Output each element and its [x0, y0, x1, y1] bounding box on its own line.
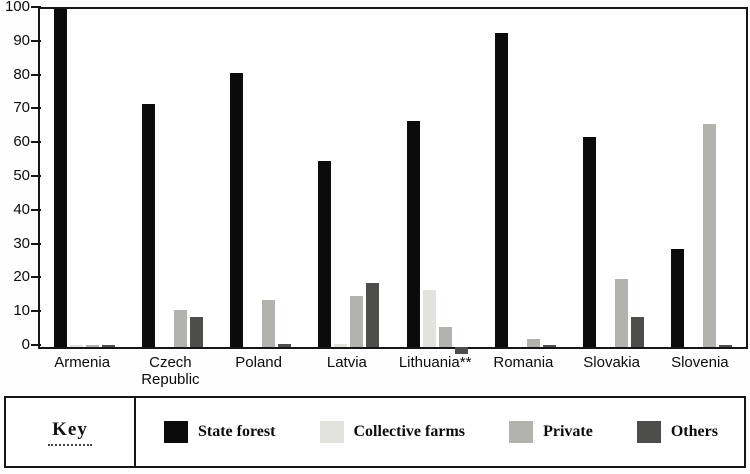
- bar-group-latvia: [305, 9, 393, 347]
- y-tick-label: 0: [21, 336, 30, 353]
- y-tick-label: 40: [13, 200, 30, 218]
- bar-others: [542, 345, 556, 347]
- legend-item-private: Private: [509, 421, 593, 443]
- bar-group-romania: [481, 9, 569, 347]
- bar-state-forest: [583, 137, 597, 347]
- bar-others: [631, 316, 645, 347]
- y-tick-mark: [31, 39, 41, 42]
- bar-state-forest: [406, 120, 420, 347]
- y-tick-mark: [31, 208, 41, 211]
- bar-state-forest: [318, 161, 332, 347]
- bar-state-forest: [141, 103, 155, 347]
- bar-collective-farms: [422, 289, 436, 347]
- bar-others: [189, 316, 203, 347]
- legend-item-collective-farms: Collective farms: [319, 421, 466, 443]
- y-tick-label: 10: [13, 302, 30, 320]
- legend-item-others: Others: [636, 421, 718, 443]
- bar-collective-farms: [334, 343, 348, 347]
- y-tick-mark: [31, 141, 41, 144]
- legend-swatch-private: [509, 421, 534, 443]
- y-tick-mark: [31, 276, 41, 279]
- bar-group-czech-republic: [128, 9, 216, 347]
- bar-others: [454, 347, 468, 354]
- y-tick-label: 60: [13, 133, 30, 151]
- legend: Key State forest Collective farms Private O…: [4, 396, 746, 468]
- plot-area: [38, 7, 748, 354]
- bar-group-lithuania: [393, 9, 481, 354]
- bar-private: [438, 326, 452, 347]
- legend-title: Key: [6, 398, 136, 466]
- bar-group-armenia: [40, 9, 128, 347]
- bar-private: [615, 279, 629, 347]
- legend-label-state-forest: State forest: [198, 423, 276, 440]
- y-tick-label: 100: [4, 0, 30, 15]
- bar-others: [101, 345, 115, 347]
- legend-label-collective-farms: Collective farms: [353, 423, 466, 440]
- bar-group-slovakia: [570, 9, 658, 347]
- bar-state-forest: [494, 32, 508, 347]
- legend-title-text: Key: [48, 419, 92, 446]
- legend-items: State forest Collective farms Private Other…: [136, 398, 744, 466]
- x-axis-label-poland: Poland: [235, 354, 282, 371]
- legend-label-private: Private: [543, 423, 593, 440]
- y-tick-mark: [31, 73, 41, 76]
- y-tick-label: 90: [13, 31, 30, 49]
- legend-swatch-collective-farms: [319, 421, 344, 443]
- bar-private: [703, 123, 717, 347]
- x-axis-label-latvia: Latvia: [326, 354, 367, 371]
- legend-item-state-forest: State forest: [164, 421, 275, 443]
- x-axis-label-armenia: Armenia: [54, 354, 111, 371]
- legend-label-others: Others: [670, 423, 718, 440]
- bar-private: [262, 299, 276, 347]
- y-tick-label: 70: [13, 99, 30, 117]
- y-tick-label: 20: [13, 268, 30, 286]
- bar-collective-farms: [69, 345, 83, 347]
- y-tick-mark: [31, 107, 41, 110]
- bar-others: [278, 343, 292, 347]
- bar-state-forest: [671, 248, 685, 347]
- y-tick-label: 80: [13, 65, 30, 83]
- bar-group-poland: [217, 9, 305, 347]
- y-tick-mark: [31, 6, 41, 8]
- legend-swatch-others: [636, 421, 661, 443]
- x-axis-label-czech-republic: Czech Republic: [141, 354, 200, 388]
- y-tick-mark: [31, 310, 41, 313]
- bar-others: [366, 282, 380, 347]
- chart-area: Armenia Czech Republic Poland Latvia Lithuan…: [4, 0, 748, 388]
- y-tick-mark: [31, 344, 41, 346]
- bar-state-forest: [230, 73, 244, 347]
- y-tick-label: 50: [13, 167, 30, 184]
- bar-state-forest: [53, 9, 67, 347]
- x-axis-label-lithuania: Lithuania**: [398, 354, 472, 371]
- bar-private: [85, 345, 99, 347]
- y-tick-label: 30: [13, 234, 30, 252]
- x-axis-label-romania: Romania: [493, 354, 554, 371]
- bar-private: [173, 309, 187, 347]
- x-axis-label-slovenia: Slovenia: [671, 354, 729, 371]
- y-tick-mark: [31, 242, 41, 245]
- bar-group-slovenia: [658, 9, 746, 347]
- bar-private: [350, 296, 364, 347]
- y-tick-mark: [31, 175, 41, 177]
- x-axis-labels: Armenia Czech Republic Poland Latvia Lithuan…: [38, 352, 744, 388]
- bar-others: [719, 345, 733, 347]
- bar-private: [526, 338, 540, 347]
- x-axis-label-slovakia: Slovakia: [583, 354, 640, 371]
- legend-swatch-state-forest: [164, 421, 188, 443]
